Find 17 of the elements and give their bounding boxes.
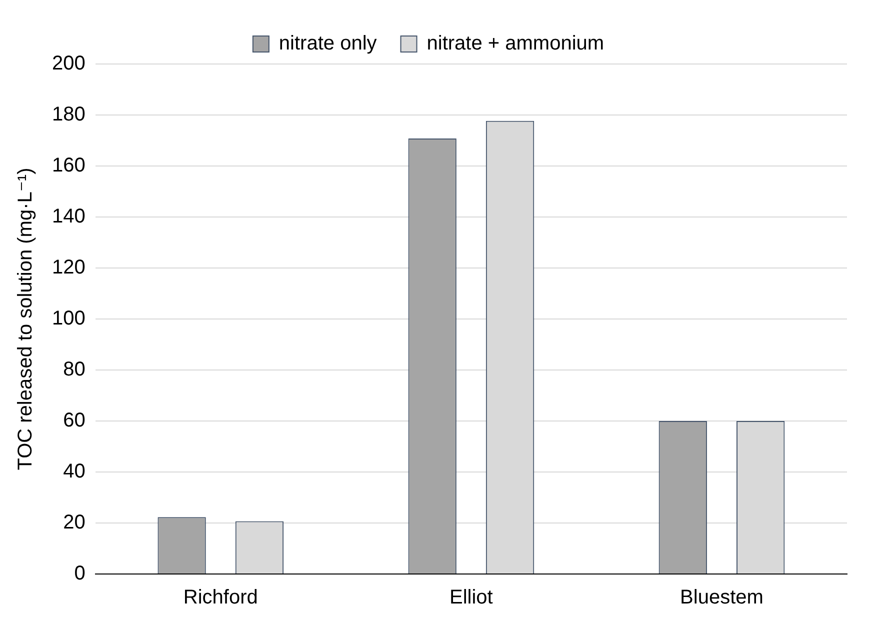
y-tick-label: 60	[63, 410, 86, 432]
x-tick-label: Richford	[183, 586, 258, 609]
x-tick-label: Bluestem	[680, 586, 764, 609]
y-axis-title: TOC released to solution (mg·L⁻¹)	[14, 168, 37, 470]
y-tick-label: 80	[63, 358, 86, 381]
y-tick-label: 20	[63, 512, 86, 534]
y-tick-label: 180	[52, 104, 86, 126]
y-tick-label: 0	[74, 562, 86, 585]
legend-label: nitrate + ammonium	[426, 32, 604, 55]
y-tick-label: 140	[52, 206, 86, 228]
legend-label: nitrate only	[278, 32, 377, 55]
y-tick-label: 120	[52, 256, 86, 279]
y-tick-label: 40	[63, 460, 86, 483]
y-tick-label: 160	[52, 154, 86, 177]
y-tick-label: 200	[52, 52, 86, 75]
x-tick-label: Elliot	[450, 586, 494, 609]
y-tick-label: 100	[52, 308, 86, 330]
